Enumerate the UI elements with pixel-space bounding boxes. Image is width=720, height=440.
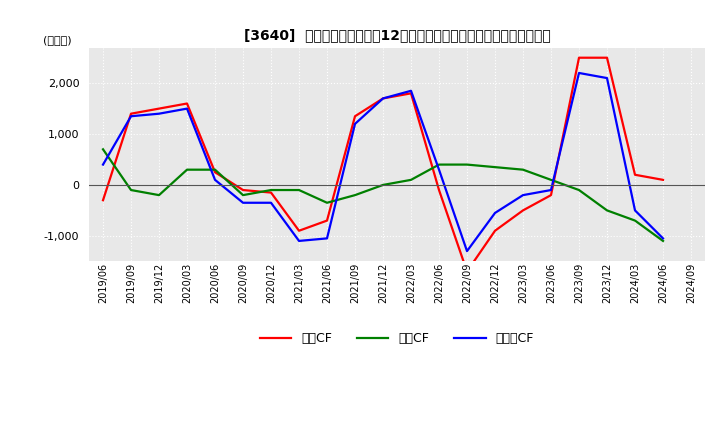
営業CF xyxy=(379,96,387,101)
営業CF xyxy=(155,106,163,111)
フリーCF xyxy=(127,114,135,119)
営業CF xyxy=(435,187,444,193)
フリーCF xyxy=(631,208,639,213)
営業CF xyxy=(211,169,220,175)
投資CF xyxy=(407,177,415,183)
フリーCF xyxy=(603,75,611,81)
Legend: 営業CF, 投資CF, フリーCF: 営業CF, 投資CF, フリーCF xyxy=(255,327,539,350)
フリーCF xyxy=(294,238,303,244)
フリーCF xyxy=(211,177,220,183)
投資CF xyxy=(323,200,331,205)
フリーCF xyxy=(546,187,555,193)
フリーCF xyxy=(518,192,527,198)
フリーCF xyxy=(155,111,163,116)
営業CF xyxy=(266,190,275,195)
投資CF xyxy=(294,187,303,193)
フリーCF xyxy=(435,167,444,172)
フリーCF xyxy=(323,236,331,241)
投資CF xyxy=(266,187,275,193)
営業CF xyxy=(546,192,555,198)
Text: (百万円): (百万円) xyxy=(42,35,71,45)
投資CF xyxy=(546,177,555,183)
フリーCF xyxy=(491,210,500,216)
投資CF xyxy=(211,167,220,172)
投資CF xyxy=(659,238,667,244)
Title: [3640]  キャッシュフローの12か月移動合計の対前年同期増減額の推移: [3640] キャッシュフローの12か月移動合計の対前年同期増減額の推移 xyxy=(243,28,550,42)
営業CF xyxy=(491,228,500,233)
フリーCF xyxy=(266,200,275,205)
投資CF xyxy=(463,162,472,167)
フリーCF xyxy=(351,121,359,127)
投資CF xyxy=(518,167,527,172)
フリーCF xyxy=(575,70,583,76)
フリーCF xyxy=(463,249,472,254)
営業CF xyxy=(239,187,248,193)
フリーCF xyxy=(239,200,248,205)
営業CF xyxy=(323,218,331,223)
投資CF xyxy=(351,192,359,198)
投資CF xyxy=(239,192,248,198)
投資CF xyxy=(491,165,500,170)
営業CF xyxy=(407,91,415,96)
投資CF xyxy=(575,187,583,193)
営業CF xyxy=(463,269,472,274)
投資CF xyxy=(435,162,444,167)
営業CF xyxy=(351,114,359,119)
Line: 営業CF: 営業CF xyxy=(103,58,663,271)
投資CF xyxy=(155,192,163,198)
Line: フリーCF: フリーCF xyxy=(103,73,663,251)
フリーCF xyxy=(99,162,107,167)
営業CF xyxy=(575,55,583,60)
投資CF xyxy=(603,208,611,213)
フリーCF xyxy=(379,96,387,101)
営業CF xyxy=(294,228,303,233)
投資CF xyxy=(99,147,107,152)
投資CF xyxy=(631,218,639,223)
フリーCF xyxy=(183,106,192,111)
営業CF xyxy=(127,111,135,116)
Line: 投資CF: 投資CF xyxy=(103,149,663,241)
フリーCF xyxy=(659,236,667,241)
フリーCF xyxy=(407,88,415,93)
営業CF xyxy=(603,55,611,60)
営業CF xyxy=(183,101,192,106)
投資CF xyxy=(127,187,135,193)
営業CF xyxy=(631,172,639,177)
営業CF xyxy=(659,177,667,183)
営業CF xyxy=(99,198,107,203)
営業CF xyxy=(518,208,527,213)
投資CF xyxy=(183,167,192,172)
投資CF xyxy=(379,182,387,187)
